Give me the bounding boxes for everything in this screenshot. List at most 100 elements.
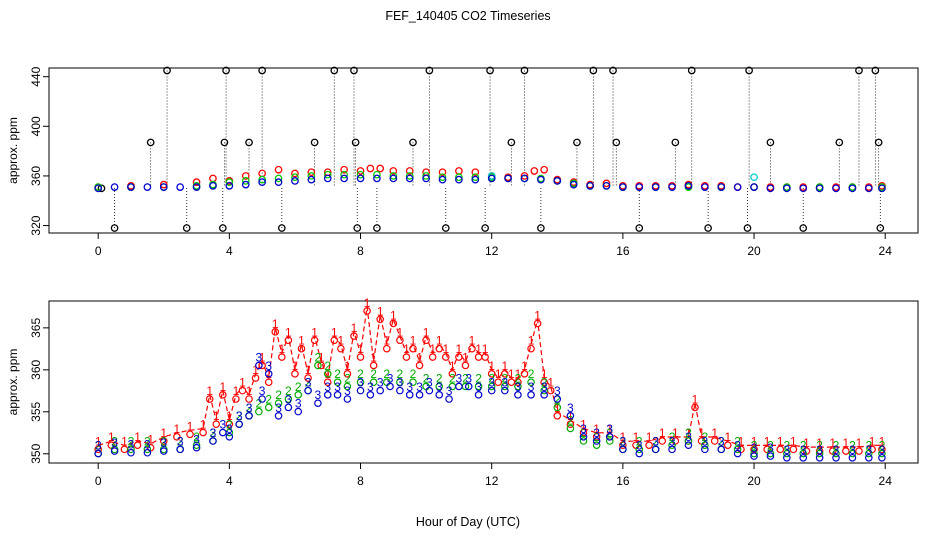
data-point — [540, 386, 548, 395]
data-point — [579, 437, 588, 445]
data-label: 2 — [177, 434, 184, 448]
data-label: 1 — [370, 350, 377, 364]
data-point — [330, 336, 339, 345]
data-label: 1 — [95, 434, 102, 448]
data-point — [245, 138, 253, 147]
data-point — [264, 403, 273, 412]
data-label: 2 — [275, 388, 282, 402]
data-point — [876, 224, 885, 232]
data-label: 2 — [541, 376, 548, 390]
data-label: 3 — [426, 376, 433, 390]
data-label: 3 — [226, 422, 233, 436]
data-label: 3 — [111, 436, 118, 450]
data-point — [471, 175, 480, 184]
data-point — [832, 453, 840, 462]
data-point — [783, 449, 791, 458]
x-axis-label: Hour of Day (UTC) — [415, 515, 521, 529]
x-tick-label: 0 — [95, 474, 102, 488]
data-label: 3 — [219, 418, 226, 432]
data-label: 1 — [790, 434, 797, 448]
data-label: 2 — [515, 371, 522, 385]
data-label: 3 — [783, 443, 790, 457]
data-point — [540, 165, 549, 174]
data-point — [405, 167, 414, 175]
data-label: 1 — [711, 426, 718, 440]
data-point — [127, 448, 135, 457]
data-point — [438, 168, 447, 177]
data-point — [799, 184, 808, 193]
data-point — [782, 184, 791, 193]
data-label: 3 — [177, 434, 184, 448]
data-label: 1 — [397, 325, 404, 339]
data-point — [471, 168, 480, 177]
data-label: 3 — [865, 443, 872, 457]
data-point — [612, 138, 621, 147]
data-label: 1 — [298, 334, 305, 348]
data-label: 3 — [357, 376, 364, 390]
data-label: 2 — [580, 426, 587, 440]
data-label: 1 — [351, 321, 358, 335]
data-point — [209, 174, 217, 183]
data-label: 1 — [436, 334, 443, 348]
data-point — [566, 420, 575, 428]
data-point — [566, 411, 575, 420]
y-axis-label: approx. ppm — [6, 349, 20, 416]
y-axis-label: approx. ppm — [6, 117, 20, 184]
data-point — [815, 453, 824, 462]
data-point — [376, 386, 385, 395]
data-point — [422, 174, 430, 183]
data-point — [799, 453, 808, 462]
data-point — [684, 182, 693, 190]
x-tick-label: 8 — [357, 474, 364, 488]
data-point — [750, 183, 758, 191]
data-point — [842, 447, 850, 455]
data-point — [235, 420, 243, 428]
data-point — [294, 391, 303, 399]
data-label: 1 — [318, 350, 325, 364]
data-point — [405, 172, 414, 180]
data-point — [878, 184, 886, 193]
data-label: 3 — [849, 443, 856, 457]
data-label: 1 — [567, 409, 574, 423]
data-label: 1 — [738, 434, 745, 448]
data-label: 1 — [121, 434, 128, 448]
data-point — [865, 453, 873, 462]
data-label: 2 — [816, 439, 823, 453]
data-point — [750, 452, 758, 460]
data-point — [743, 224, 752, 232]
data-point — [159, 180, 168, 189]
data-label: 1 — [764, 434, 771, 448]
data-label: 1 — [416, 350, 423, 364]
data-point — [277, 224, 286, 232]
data-point — [766, 184, 775, 193]
data-label: 2 — [620, 434, 627, 448]
data-label: 3 — [751, 441, 758, 455]
data-point — [343, 370, 352, 378]
x-tick-label: 20 — [747, 474, 761, 488]
data-point — [619, 183, 627, 191]
data-point — [245, 395, 253, 403]
data-point — [337, 344, 345, 353]
data-label: 2 — [475, 371, 482, 385]
data-label: 1 — [580, 418, 587, 432]
data-label: 1 — [278, 342, 285, 356]
data-label: 1 — [816, 436, 823, 450]
data-point — [307, 172, 316, 180]
data-point — [255, 407, 263, 416]
data-point — [425, 66, 434, 75]
data-label: 2 — [256, 397, 263, 411]
data-label: 1 — [547, 376, 554, 390]
data-point — [110, 224, 119, 232]
data-point — [448, 370, 457, 378]
data-label: 2 — [295, 380, 302, 394]
data-point — [297, 344, 306, 353]
data-label: 1 — [147, 433, 154, 447]
data-point — [304, 386, 312, 395]
data-point — [428, 353, 437, 361]
data-point — [799, 224, 808, 232]
data-point — [353, 224, 362, 232]
data-label: 3 — [456, 371, 463, 385]
data-point — [474, 382, 483, 391]
x-tick-label: 16 — [616, 474, 630, 488]
